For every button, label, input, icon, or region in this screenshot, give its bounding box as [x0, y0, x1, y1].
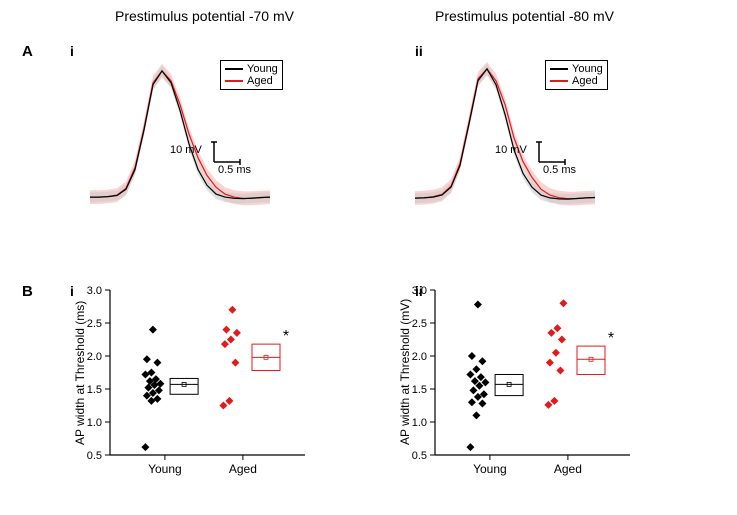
col-title-left: Prestimulus potential -70 mV: [115, 8, 294, 24]
svg-text:Young: Young: [473, 462, 507, 476]
legend-young-line: [225, 68, 243, 70]
svg-text:1.5: 1.5: [412, 384, 427, 396]
svg-text:Aged: Aged: [229, 462, 257, 476]
svg-text:Young: Young: [148, 462, 182, 476]
legend-young-label: Young: [247, 63, 278, 75]
svg-text:2.5: 2.5: [87, 318, 102, 330]
ylabel-ii: AP width at Threshold (mV): [398, 299, 412, 445]
legend-i: YoungAged: [220, 60, 283, 90]
svg-text:3.0: 3.0: [412, 285, 427, 297]
svg-text:2.0: 2.0: [412, 351, 427, 363]
legend-aged-i: Aged: [225, 75, 278, 87]
legend-aged-label: Aged: [247, 75, 273, 87]
legend-young-line: [550, 68, 568, 70]
legend-aged-label: Aged: [572, 75, 598, 87]
ylabel-i: AP width at Threshold (ms): [73, 301, 87, 445]
scatter-panel-i: 0.5 1.0 1.5 2.0 2.5 3.0 Young Aged *: [65, 280, 315, 485]
svg-text:Aged: Aged: [554, 462, 582, 476]
legend-young-label: Young: [572, 63, 603, 75]
svg-text:2.0: 2.0: [87, 351, 102, 363]
legend-young-ii: Young: [550, 63, 603, 75]
legend-aged-line: [225, 80, 243, 82]
row-label-b: B: [22, 283, 33, 300]
scale-x-label-ii: 0.5 ms: [543, 164, 576, 176]
scale-y-label-ii: 10 mV: [495, 144, 527, 156]
scale-x-label-i: 0.5 ms: [218, 164, 251, 176]
svg-text:1.0: 1.0: [412, 417, 427, 429]
svg-text:3.0: 3.0: [87, 285, 102, 297]
svg-text:1.5: 1.5: [87, 384, 102, 396]
legend-ii: YoungAged: [545, 60, 608, 90]
row-label-a: A: [22, 43, 33, 60]
svg-text:2.5: 2.5: [412, 318, 427, 330]
legend-aged-ii: Aged: [550, 75, 603, 87]
svg-text:0.5: 0.5: [412, 450, 427, 462]
scatter-panel-ii: 0.5 1.0 1.5 2.0 2.5 3.0 Young Aged *: [390, 280, 640, 485]
legend-young-i: Young: [225, 63, 278, 75]
svg-text:0.5: 0.5: [87, 450, 102, 462]
sub-label-ai: i: [70, 43, 74, 59]
col-title-right: Prestimulus potential -80 mV: [435, 8, 614, 24]
legend-aged-line: [550, 80, 568, 82]
svg-text:*: *: [608, 330, 614, 347]
svg-text:1.0: 1.0: [87, 417, 102, 429]
scale-y-label-i: 10 mV: [170, 144, 202, 156]
svg-text:*: *: [283, 328, 289, 345]
